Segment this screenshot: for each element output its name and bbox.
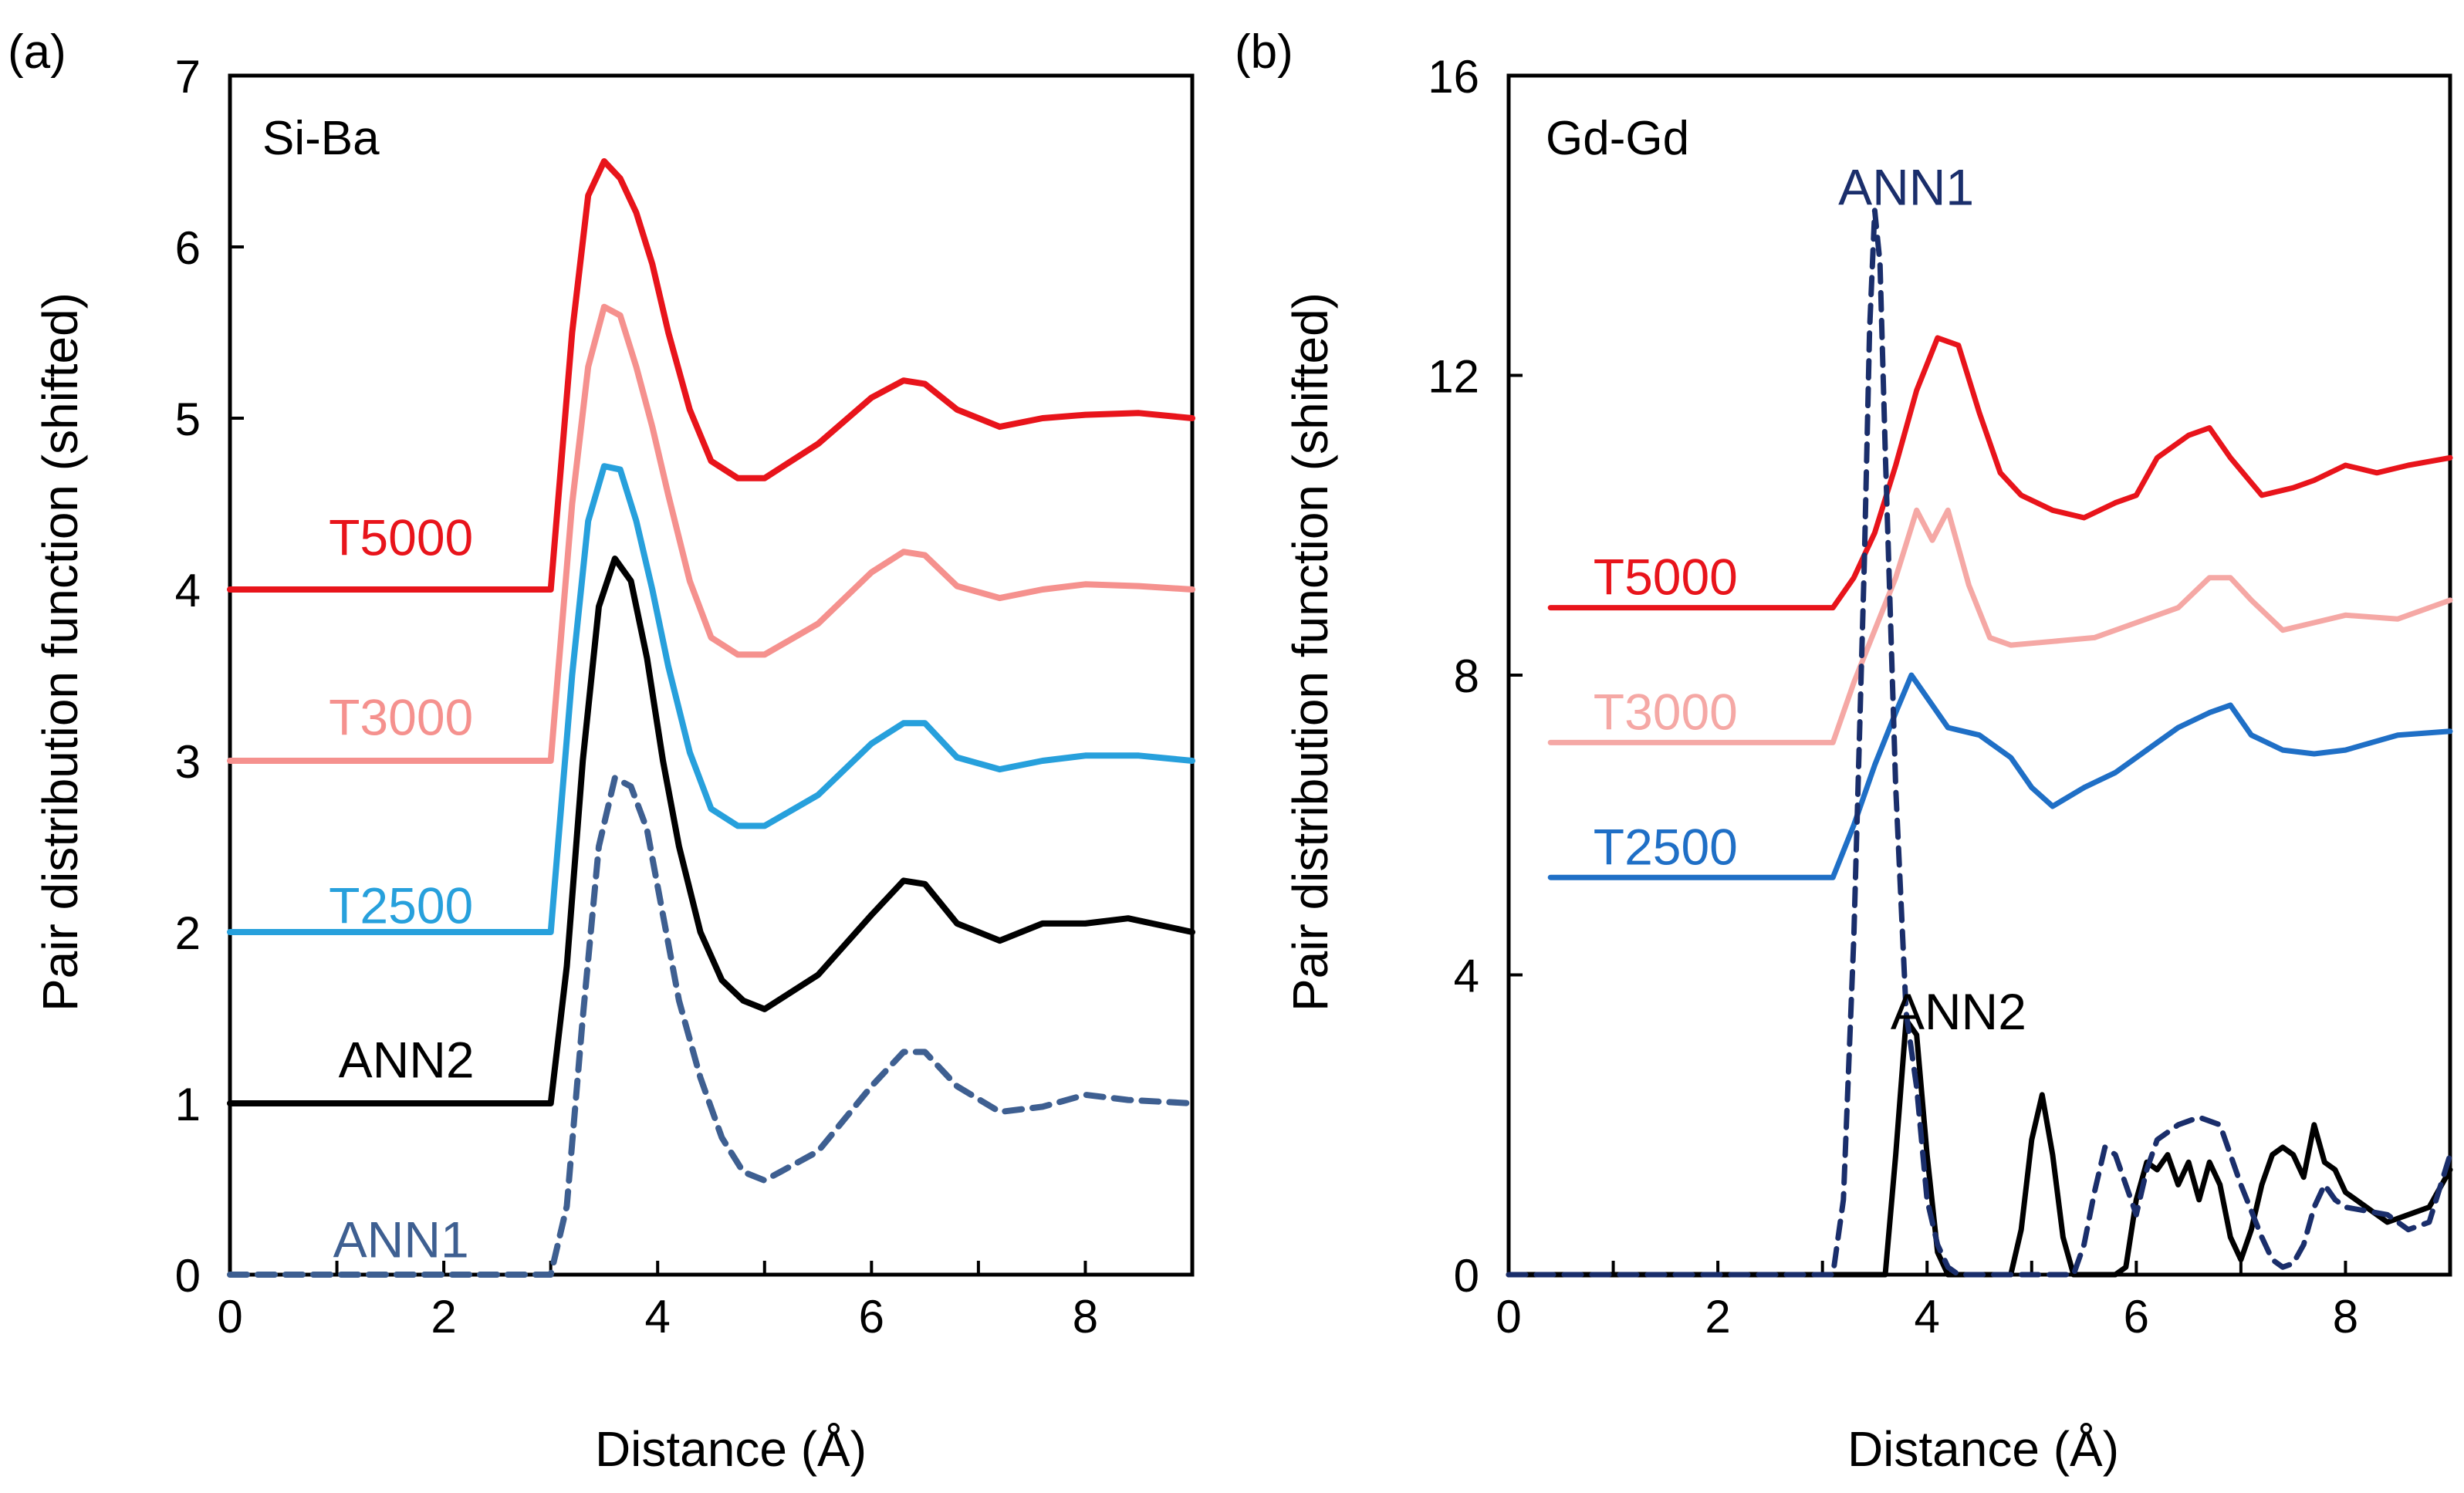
chart-panel-a: Si-Ba Distance (Å) Pair distribution fun… [32,51,1195,1477]
panel-b-plot-frame [1506,73,2452,1277]
panel-a-series-labels: T5000 T3000 T2500 ANN2 ANN1 [329,508,475,1268]
panel-a-title: Si-Ba [262,112,380,165]
chart-panel-b: Gd-Gd Distance (Å) Pair distribution fun… [1283,51,2453,1477]
series-line-ann2 [1506,1017,2453,1278]
panel-b-ylabel: Pair distribution function (shifted) [1283,292,1338,1012]
y-tick-label: 1 [175,1079,201,1130]
y-tick-label: 4 [1454,951,1479,1002]
y-tick-label: 0 [1454,1250,1479,1302]
series-label-t5000: T5000 [329,508,473,566]
y-tick-label: 16 [1428,51,1479,103]
panel-b-label: (b) [1235,25,1293,79]
x-tick-label: 8 [2333,1291,2358,1343]
series-label-t5000: T5000 [1594,549,1738,606]
series-label-ann1: ANN1 [333,1211,469,1268]
series-label-t3000: T3000 [329,689,473,746]
y-tick-label: 6 [175,222,201,274]
x-tick-label: 4 [645,1291,671,1343]
y-tick-label: 4 [175,565,201,616]
panel-b-title: Gd-Gd [1546,112,1689,165]
series-line-ann1 [227,775,1195,1278]
series-label-ann2: ANN2 [1891,983,2026,1040]
panel-b-ticks: 0 4 8 12 16 0 2 4 6 8 [1428,51,2452,1343]
panel-a-ticks: 0 1 2 3 4 5 6 7 0 2 4 6 8 [175,51,1194,1343]
panel-a-ylabel: Pair distribution function (shifted) [32,292,88,1012]
series-line-t3000 [1547,507,2453,745]
panel-b-xlabel: Distance (Å) [1847,1421,2119,1477]
x-tick-label: 8 [1073,1291,1098,1343]
y-tick-label: 7 [175,51,201,103]
series-label-t3000: T3000 [1594,684,1738,741]
series-line-ann2 [227,556,1195,1106]
y-tick-label: 8 [1454,650,1479,702]
y-tick-label: 5 [175,394,201,445]
series-line-ann1 [1506,208,2453,1278]
x-tick-label: 0 [1496,1291,1521,1343]
series-line-t5000 [1547,335,2453,611]
panel-a-series [227,158,1195,1278]
x-tick-label: 6 [859,1291,884,1343]
panel-b-axes [1506,73,2452,1277]
series-label-t2500: T2500 [329,877,473,934]
y-tick-label: 0 [175,1250,201,1302]
x-tick-label: 2 [1705,1291,1730,1343]
panel-a-axes [228,73,1195,1277]
series-line-t3000 [227,303,1195,764]
panel-a-label: (a) [8,25,66,79]
y-tick-label: 12 [1428,351,1479,403]
x-tick-label: 6 [2124,1291,2149,1343]
y-tick-label: 3 [175,736,201,788]
series-line-t5000 [227,158,1195,593]
series-label-ann2: ANN2 [339,1032,475,1089]
panel-a-plot-frame [228,73,1195,1277]
x-tick-label: 0 [217,1291,242,1343]
panel-b-series [1506,208,2453,1278]
x-tick-label: 2 [431,1291,456,1343]
panel-b-series-labels: T5000 T3000 T2500 ANN2 ANN1 [1594,159,2026,1040]
series-label-t2500: T2500 [1594,818,1738,875]
series-line-t2500 [227,463,1195,935]
x-tick-label: 4 [1915,1291,1940,1343]
series-label-ann1: ANN1 [1838,159,1974,216]
panel-a-xlabel: Distance (Å) [595,1421,867,1477]
y-tick-label: 2 [175,907,201,959]
